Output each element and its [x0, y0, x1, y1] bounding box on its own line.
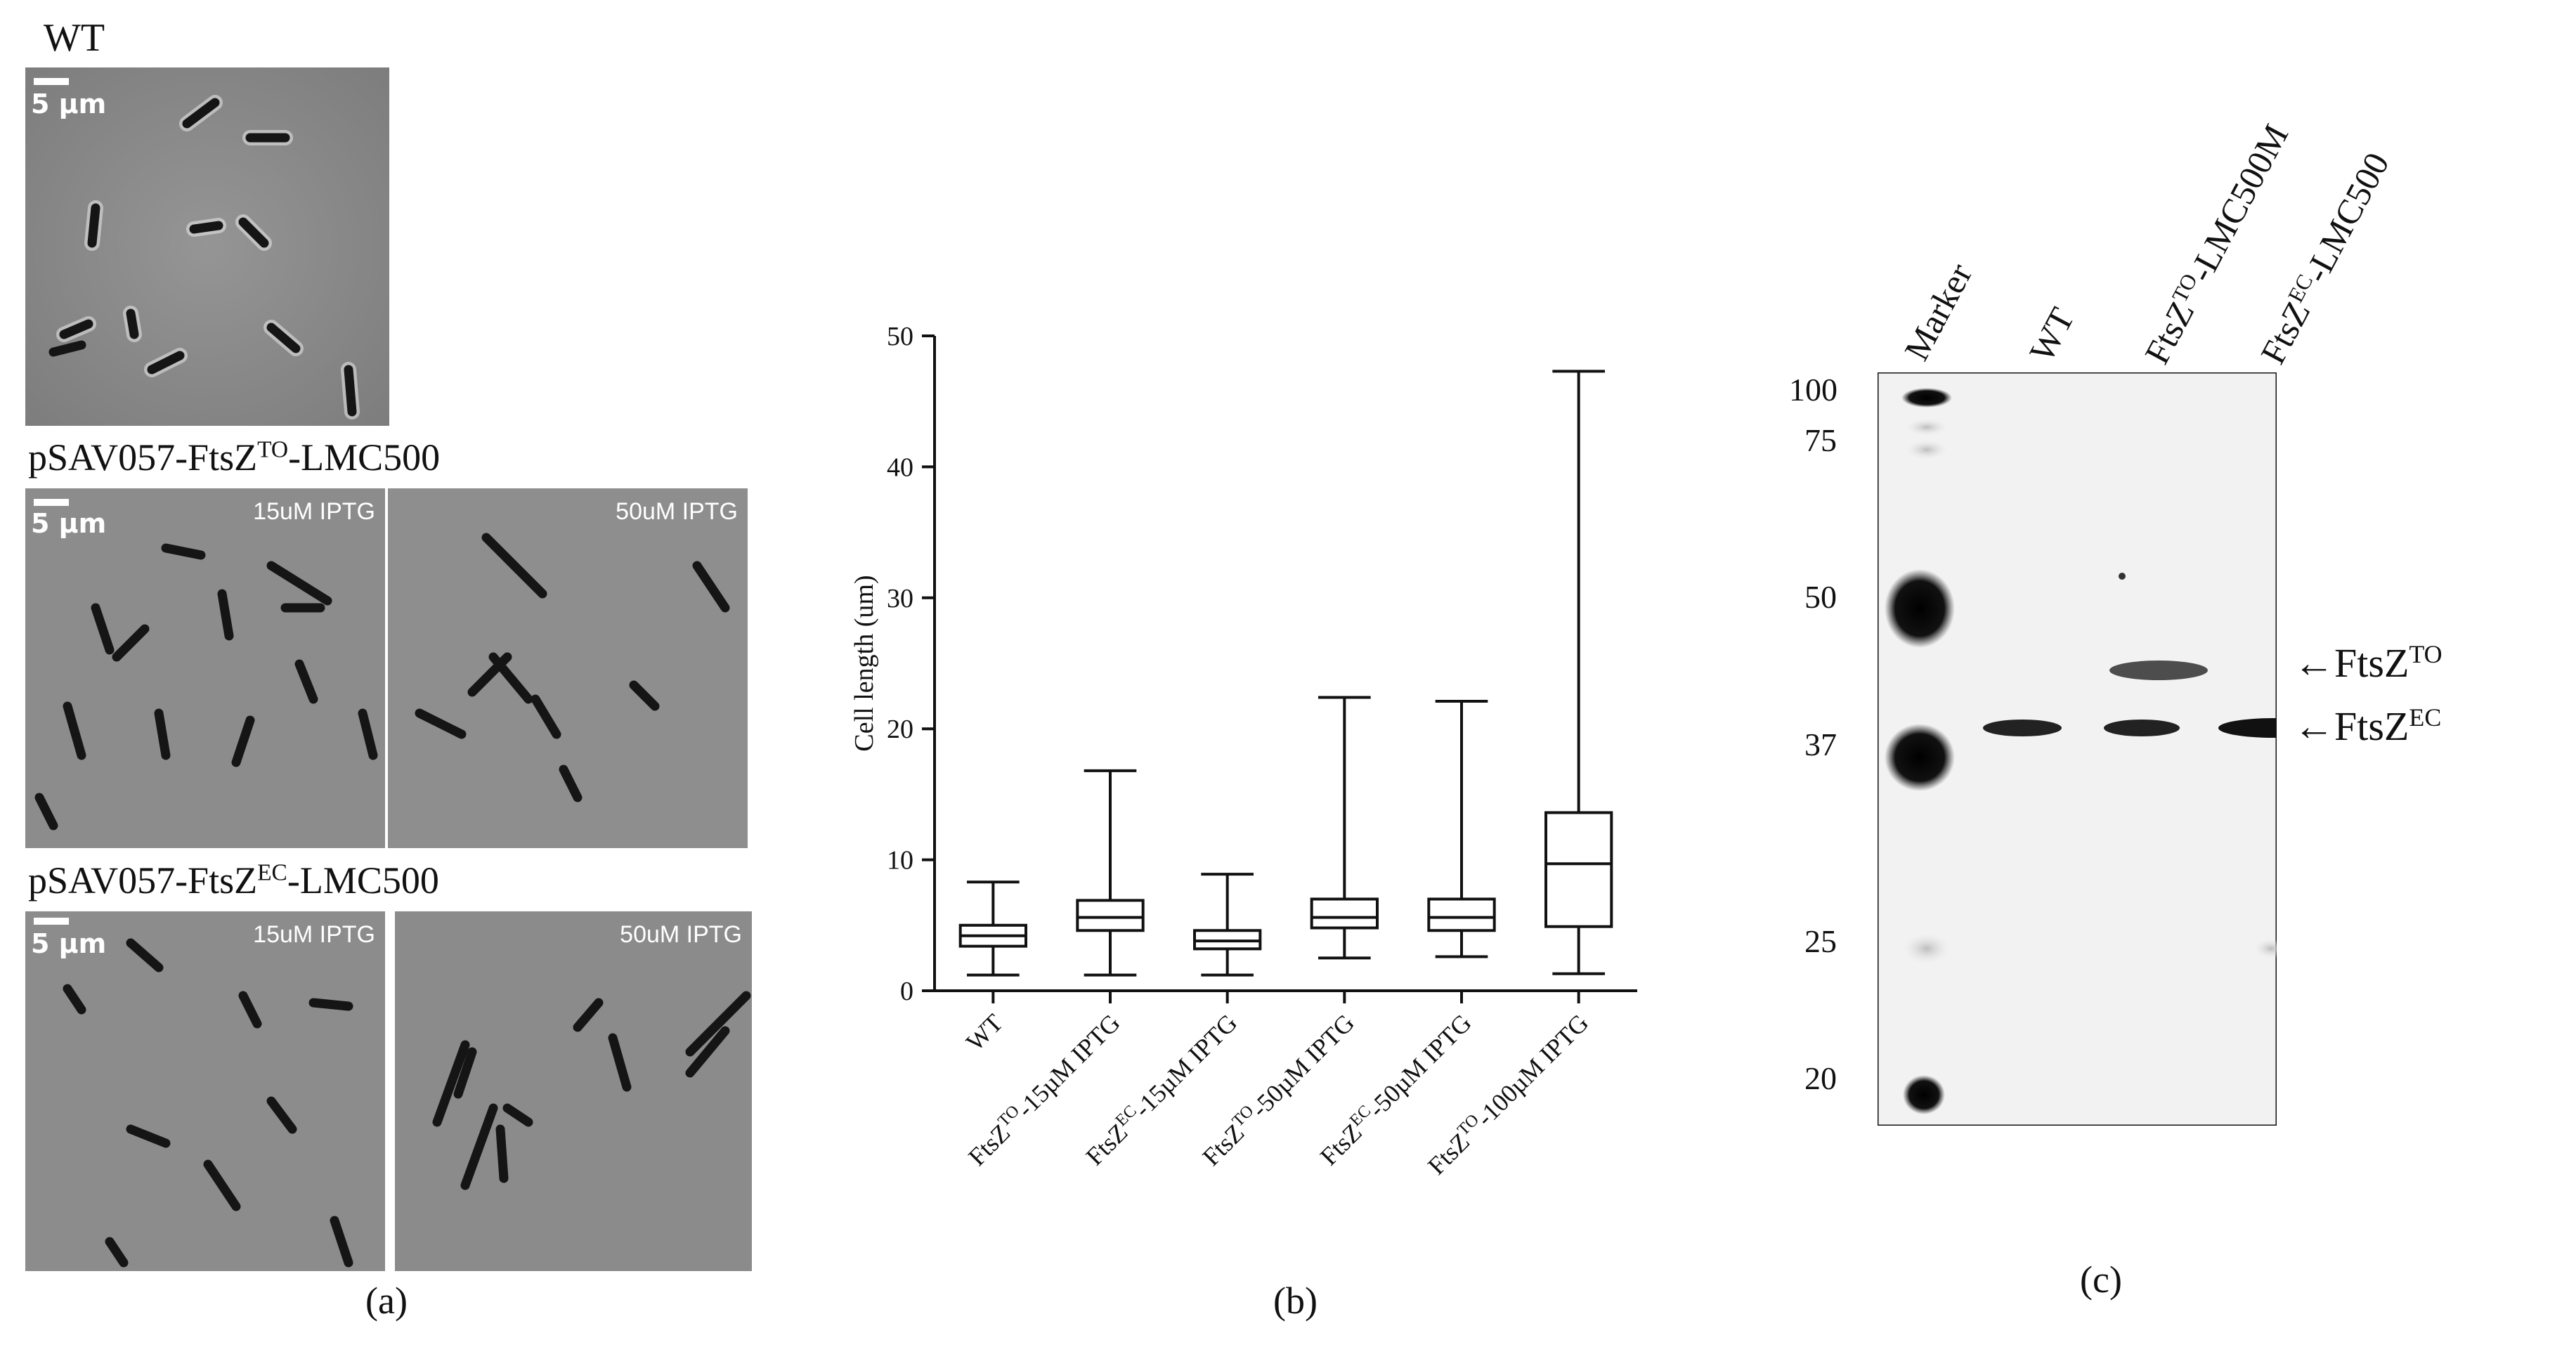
y-tick-label: 50 — [887, 322, 913, 351]
micrograph-ftsz-to-50: 50uM IPTG — [388, 488, 748, 848]
box-3 — [1310, 696, 1379, 960]
y-tick-label: 40 — [887, 453, 913, 482]
mw-label-25: 25 — [1804, 923, 1837, 959]
micrograph-wt: 5 µm — [25, 67, 389, 426]
mw-label-20: 20 — [1804, 1060, 1837, 1096]
cells-ftsz-ec-50-image — [395, 911, 752, 1271]
y-tick-label: 0 — [900, 977, 913, 1006]
mw-label-100: 100 — [1789, 372, 1837, 408]
scale-bar-label: 5 µm — [31, 89, 107, 119]
box-1 — [1076, 769, 1145, 977]
cells-ftsz-to-50-image — [388, 488, 748, 848]
condition-label: 50uM IPTG — [616, 498, 738, 525]
panel-c-label: (c) — [2080, 1258, 2122, 1301]
western-blot-image — [1878, 372, 2277, 1126]
row-title-wt: WT — [44, 16, 105, 60]
y-axis-label: Cell length (um) — [850, 575, 879, 751]
row-title-ftsz-to: pSAV057-FtsZTO-LMC500 — [28, 436, 441, 479]
scale-bar-label: 5 µm — [31, 928, 107, 959]
lane-label-marker: Marker — [1896, 256, 1980, 367]
box-2 — [1193, 873, 1262, 977]
micrograph-ftsz-to-15: 5 µm 15uM IPTG — [25, 488, 385, 848]
box-0 — [958, 880, 1028, 977]
mw-label-50: 50 — [1804, 579, 1837, 615]
cells-ftsz-ec-15-image — [25, 911, 385, 1271]
box-4 — [1427, 700, 1496, 958]
scale-bar-label: 5 µm — [31, 508, 107, 539]
box-iqr — [1310, 897, 1379, 930]
lane-label-ftsz-ec: FtsZEC-LMC500 — [2252, 145, 2397, 370]
band-label-ftsz-ec: ←FtsZEC — [2294, 703, 2442, 749]
box-5 — [1544, 370, 1613, 975]
box-iqr — [1076, 899, 1145, 932]
lane-label-wt: WT — [2021, 301, 2082, 368]
y-tick-label: 10 — [887, 846, 913, 876]
band-label-ftsz-to: ←FtsZTO — [2294, 640, 2442, 686]
condition-label: 50uM IPTG — [620, 921, 742, 948]
y-tick-label: 20 — [887, 715, 913, 744]
row-title-ftsz-ec: pSAV057-FtsZEC-LMC500 — [28, 859, 439, 902]
mw-label-75: 75 — [1804, 422, 1837, 458]
mw-label-37: 37 — [1804, 727, 1837, 762]
chart-boxes — [958, 370, 1613, 977]
cells-wt-image — [25, 67, 389, 426]
micrograph-ftsz-ec-50: 50uM IPTG — [395, 911, 752, 1271]
box-iqr — [1427, 897, 1496, 932]
x-tick-label: WT — [961, 1008, 1008, 1056]
condition-label: 15uM IPTG — [253, 498, 375, 525]
cells-ftsz-to-15-image — [25, 488, 385, 848]
panel-a-label: (a) — [365, 1280, 408, 1322]
box-iqr — [1544, 811, 1613, 928]
panel-b-label: (b) — [1273, 1280, 1318, 1322]
condition-label: 15uM IPTG — [253, 921, 375, 948]
y-tick-label: 30 — [887, 584, 913, 613]
micrograph-ftsz-ec-15: 5 µm 15uM IPTG — [25, 911, 385, 1271]
